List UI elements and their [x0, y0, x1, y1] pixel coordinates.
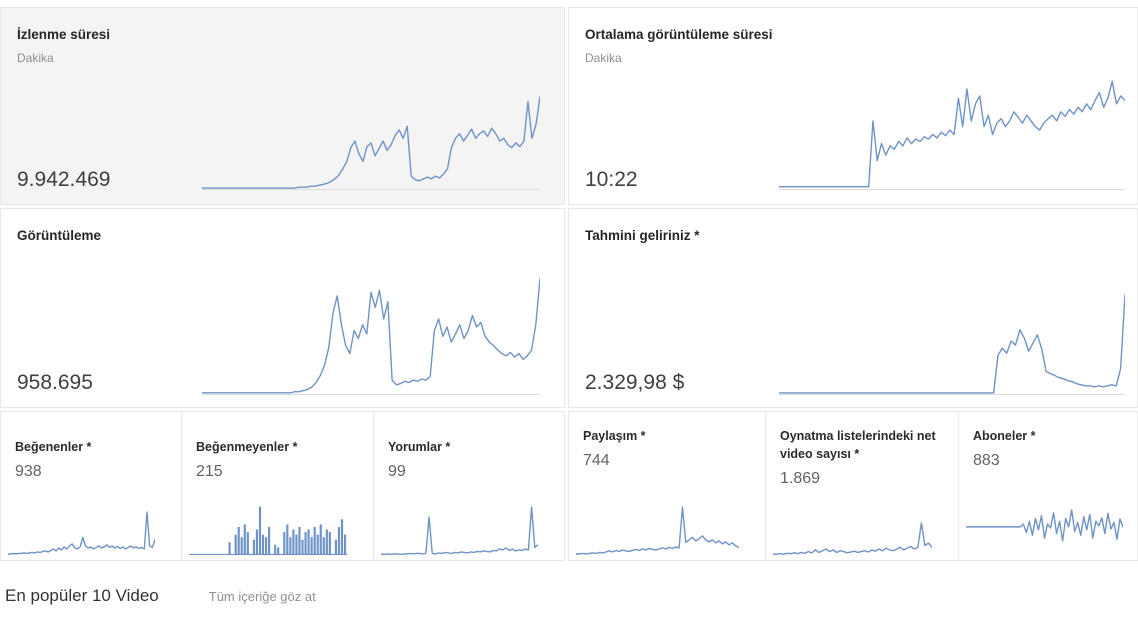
- card-views[interactable]: Görüntüleme 958.695: [0, 208, 565, 408]
- comments-value: 99: [388, 463, 406, 481]
- card-estimated-revenue[interactable]: Tahmini geliriniz * 2.329,98 $: [568, 208, 1138, 408]
- dislikes-value: 215: [196, 463, 223, 481]
- views-title: Görüntüleme: [17, 228, 102, 243]
- top-videos-title: En popüler 10 Video: [5, 586, 159, 605]
- card-playlist-net-videos[interactable]: Oynatma listelerindeki net video sayısı …: [765, 412, 958, 560]
- likes-sparkline: [8, 503, 155, 555]
- card-dislikes[interactable]: Beğenmeyenler * 215: [181, 412, 373, 560]
- shares-value: 744: [583, 452, 610, 470]
- likes-title: Beğenenler *: [15, 440, 92, 454]
- watch-time-title: İzlenme süresi: [17, 27, 111, 42]
- metric-card-grid: İzlenme süresi Dakika 9.942.469 Ortalama…: [0, 7, 1138, 561]
- card-avg-view-duration[interactable]: Ortalama görüntüleme süresi Dakika 10:22: [568, 7, 1138, 205]
- avg-view-duration-unit: Dakika: [585, 50, 622, 65]
- playlist-net-videos-sparkline: [773, 511, 932, 555]
- mini-card-group-left: Beğenenler * 938 Beğenmeyenler * 215 Yor…: [0, 411, 565, 561]
- watch-time-sparkline: [202, 94, 540, 190]
- avg-view-duration-sparkline: [779, 72, 1125, 190]
- card-subscribers[interactable]: Aboneler * 883: [958, 412, 1137, 560]
- card-comments[interactable]: Yorumlar * 99: [373, 412, 564, 560]
- views-value: 958.695: [17, 371, 93, 394]
- analytics-overview: İzlenme süresi Dakika 9.942.469 Ortalama…: [0, 7, 1138, 606]
- card-shares[interactable]: Paylaşım * 744: [569, 412, 765, 560]
- estimated-revenue-value: 2.329,98 $: [585, 371, 685, 394]
- views-sparkline: [202, 275, 540, 395]
- top-videos-section-header: En popüler 10 Video Tüm içeriğe göz at: [0, 561, 1138, 606]
- avg-view-duration-value: 10:22: [585, 168, 638, 191]
- see-all-content-link[interactable]: Tüm içeriğe göz at: [208, 588, 316, 604]
- subscribers-title: Aboneler *: [973, 429, 1036, 443]
- subscribers-value: 883: [973, 452, 1000, 470]
- likes-value: 938: [15, 463, 42, 481]
- estimated-revenue-title: Tahmini geliriniz *: [585, 228, 700, 243]
- dislikes-title: Beğenmeyenler *: [196, 440, 298, 454]
- comments-title: Yorumlar *: [388, 440, 451, 454]
- playlist-net-videos-title: Oynatma listelerindeki net video sayısı …: [780, 429, 936, 462]
- playlist-net-videos-value: 1.869: [780, 470, 821, 488]
- watch-time-value: 9.942.469: [17, 168, 111, 191]
- card-watch-time[interactable]: İzlenme süresi Dakika 9.942.469: [0, 7, 565, 205]
- subscribers-sparkline: [966, 497, 1123, 555]
- avg-view-duration-title: Ortalama görüntüleme süresi: [585, 27, 773, 42]
- shares-sparkline: [576, 503, 739, 555]
- watch-time-unit: Dakika: [17, 50, 54, 65]
- estimated-revenue-sparkline: [779, 289, 1125, 395]
- comments-sparkline: [381, 503, 538, 555]
- card-likes[interactable]: Beğenenler * 938: [1, 412, 181, 560]
- dislikes-sparkline: [189, 503, 347, 555]
- shares-title: Paylaşım *: [583, 429, 646, 443]
- mini-card-group-right: Paylaşım * 744 Oynatma listelerindeki ne…: [568, 411, 1138, 561]
